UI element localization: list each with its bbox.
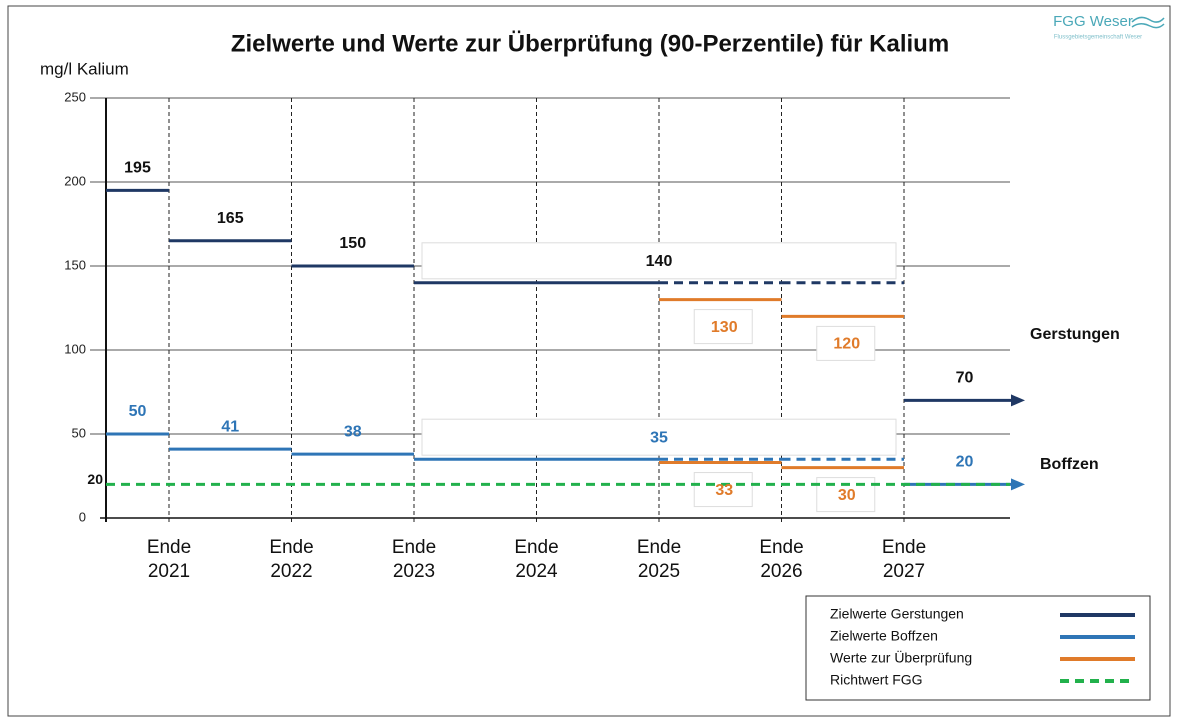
- value-label-box: [693, 472, 753, 508]
- value-label: 41: [221, 418, 239, 435]
- logo-subtitle: Flussgebietsgemeinschaft Weser: [1054, 35, 1142, 41]
- x-tick-label: Ende 2027: [881, 537, 927, 582]
- value-label: 33: [715, 482, 733, 499]
- value-label: 35: [650, 429, 668, 446]
- target-arrow: [904, 394, 1025, 407]
- logo-wave: [1131, 16, 1165, 29]
- x-tick-label: Ende 2021: [146, 537, 192, 582]
- y-tick-label: 0: [79, 509, 86, 524]
- x-tick-label: Ende 2025: [636, 537, 682, 582]
- site-label: Gerstungen: [1030, 326, 1120, 343]
- frame: [7, 5, 1171, 717]
- site-label: Boffzen: [1040, 456, 1099, 473]
- x-tick-label: Ende 2023: [391, 537, 437, 582]
- logo-name: FGG Weser: [1053, 13, 1133, 30]
- chart-title: Zielwerte und Werte zur Überprüfung (90-…: [231, 30, 949, 57]
- value-label-box: [693, 309, 753, 345]
- reference-label: 20: [87, 471, 103, 487]
- arrow-head: [1011, 478, 1025, 491]
- value-label: 120: [833, 336, 860, 353]
- arrow-head: [1011, 394, 1025, 407]
- y-tick-label: 250: [64, 89, 86, 104]
- value-label: 50: [129, 403, 147, 420]
- value-label: 70: [956, 370, 974, 387]
- value-label: 195: [124, 160, 151, 177]
- x-tick-label: Ende 2022: [269, 537, 314, 582]
- y-tick-label: 50: [72, 425, 86, 440]
- value-label: 30: [838, 487, 856, 504]
- y-axis-label: mg/l Kalium: [40, 59, 129, 78]
- value-label: 38: [344, 423, 362, 440]
- y-tick-label: 150: [64, 257, 86, 272]
- legend-label: Richtwert FGG: [830, 672, 923, 688]
- y-tick-label: 200: [64, 173, 86, 188]
- value-label-box: [816, 325, 876, 361]
- value-label: 165: [217, 210, 244, 227]
- value-label-box: [421, 418, 897, 456]
- value-label: 150: [339, 235, 366, 252]
- value-label: 20: [956, 454, 974, 471]
- x-tick-label: Ende 2024: [514, 537, 559, 582]
- x-tick-label: Ende 2026: [759, 537, 804, 582]
- legend-label: Werte zur Überprüfung: [830, 649, 972, 666]
- value-label: 140: [646, 253, 673, 270]
- legend-label: Zielwerte Boffzen: [830, 628, 938, 644]
- y-tick-label: 100: [64, 341, 86, 356]
- value-label: 130: [711, 319, 738, 336]
- value-label-box: [421, 242, 897, 280]
- legend-label: Zielwerte Gerstungen: [830, 606, 964, 622]
